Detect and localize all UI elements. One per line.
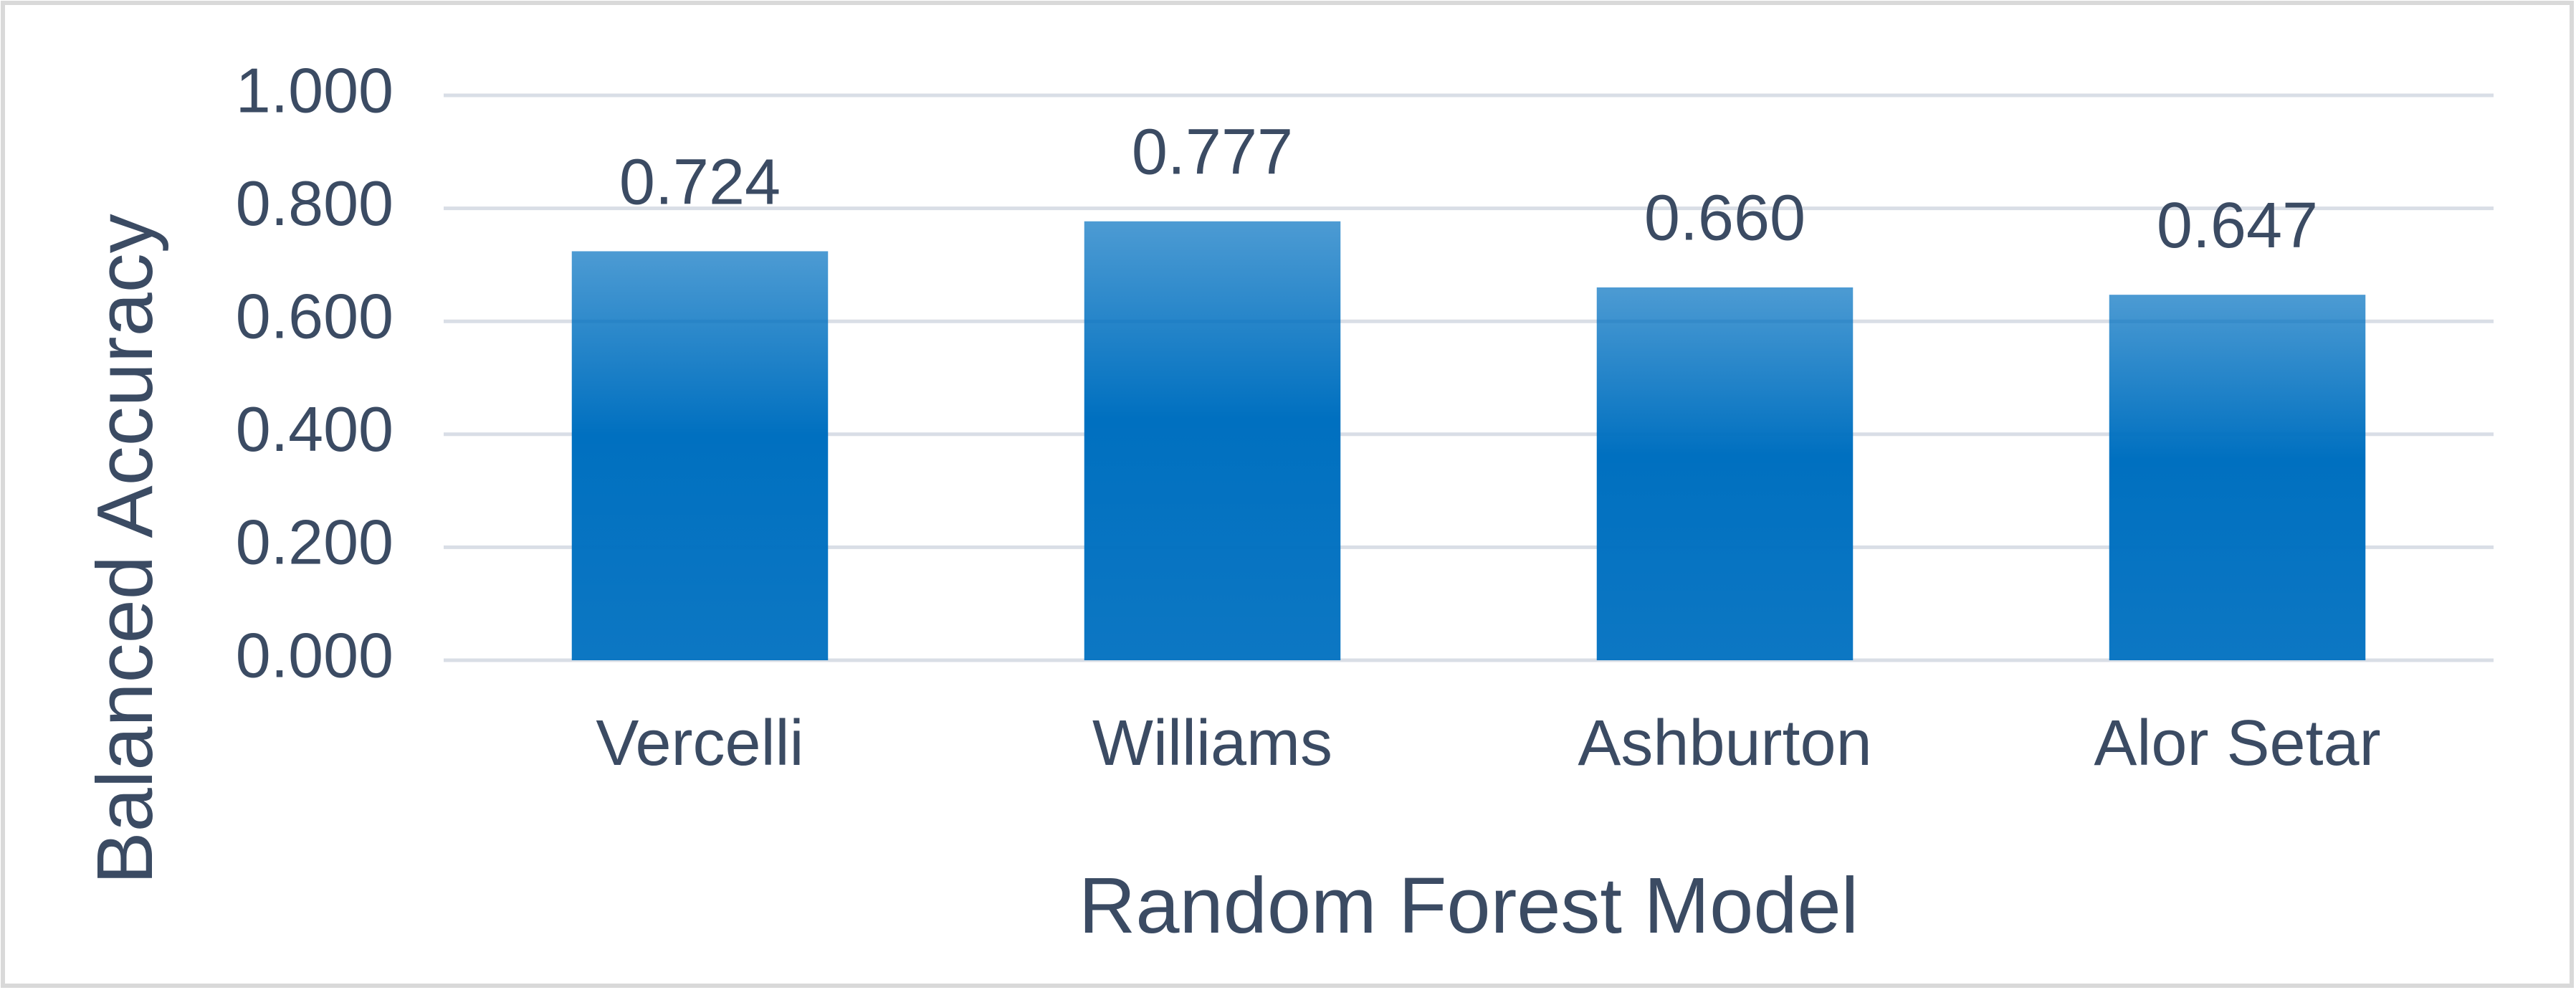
x-tick-label: Williams xyxy=(1092,708,1332,779)
y-tick-label: 0.200 xyxy=(236,507,393,578)
bar xyxy=(2109,295,2366,660)
y-tick-label: 0.800 xyxy=(236,168,393,239)
y-tick-label: 0.400 xyxy=(236,394,393,465)
data-label: 0.724 xyxy=(619,146,781,218)
data-label: 0.647 xyxy=(2157,190,2318,262)
y-axis-title: Balanced Accuracy xyxy=(81,214,169,885)
x-tick-label: Ashburton xyxy=(1578,708,1871,779)
y-tick-label: 0.600 xyxy=(236,280,393,351)
x-tick-label: Vercelli xyxy=(596,708,803,779)
data-label: 0.777 xyxy=(1132,117,1293,189)
bar xyxy=(571,251,829,660)
x-tick-label: Alor Setar xyxy=(2094,708,2380,779)
x-axis-title: Random Forest Model xyxy=(1079,862,1859,950)
bar xyxy=(1084,221,1341,660)
y-tick-label: 1.000 xyxy=(236,54,393,125)
y-tick-label: 0.000 xyxy=(236,619,393,690)
data-label: 0.660 xyxy=(1644,183,1805,254)
bar xyxy=(1596,287,1854,660)
